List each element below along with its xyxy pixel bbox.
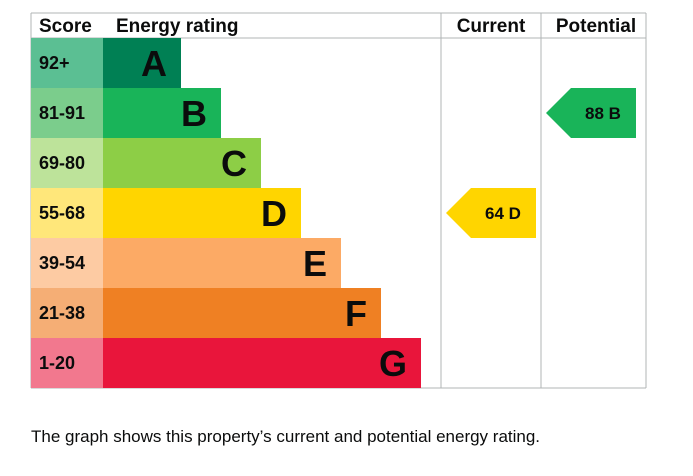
header-current: Current: [457, 16, 526, 37]
score-label-f: 21-38: [39, 303, 85, 323]
header-score: Score: [39, 16, 92, 37]
band-bar-b: [103, 88, 221, 138]
band-letter-a: A: [141, 43, 167, 84]
score-label-g: 1-20: [39, 353, 75, 373]
score-label-e: 39-54: [39, 253, 85, 273]
band-letter-d: D: [261, 193, 287, 234]
band-bar-c: [103, 138, 261, 188]
score-cell-e: [31, 238, 103, 288]
band-letter-b: B: [181, 93, 207, 134]
header-potential: Potential: [556, 16, 636, 37]
current-rating-arrow: [446, 188, 536, 238]
band-bar-f: [103, 288, 381, 338]
score-label-b: 81-91: [39, 103, 85, 123]
band-bar-e: [103, 238, 341, 288]
header-energy-rating: Energy rating: [116, 16, 238, 37]
score-cell-b: [31, 88, 103, 138]
score-cell-c: [31, 138, 103, 188]
rating-bands: 92+ A 81-91 B 69-80 C 55-68 D 39-54 E 21-38 F 1-20 G: [31, 38, 421, 388]
band-letter-e: E: [303, 243, 327, 284]
epc-chart: Score Energy rating Current Potential 92…: [30, 12, 647, 389]
band-bar-d: [103, 188, 301, 238]
rating-markers: 64 D 88 B: [446, 88, 636, 238]
current-rating-label: 64 D: [485, 204, 521, 223]
chart-caption: The graph shows this property’s current …: [31, 427, 541, 446]
score-cell-g: [31, 338, 103, 388]
score-cell-f: [31, 288, 103, 338]
band-letter-c: C: [221, 143, 247, 184]
score-label-c: 69-80: [39, 153, 85, 173]
score-label-a: 92+: [39, 53, 70, 73]
score-cell-d: [31, 188, 103, 238]
band-bar-g: [103, 338, 421, 388]
potential-rating-label: 88 B: [585, 104, 621, 123]
score-label-d: 55-68: [39, 203, 85, 223]
band-bar-a: [103, 38, 181, 88]
band-letter-g: G: [379, 343, 407, 384]
score-cell-a: [31, 38, 103, 88]
potential-rating-arrow: [546, 88, 636, 138]
band-letter-f: F: [345, 293, 367, 334]
